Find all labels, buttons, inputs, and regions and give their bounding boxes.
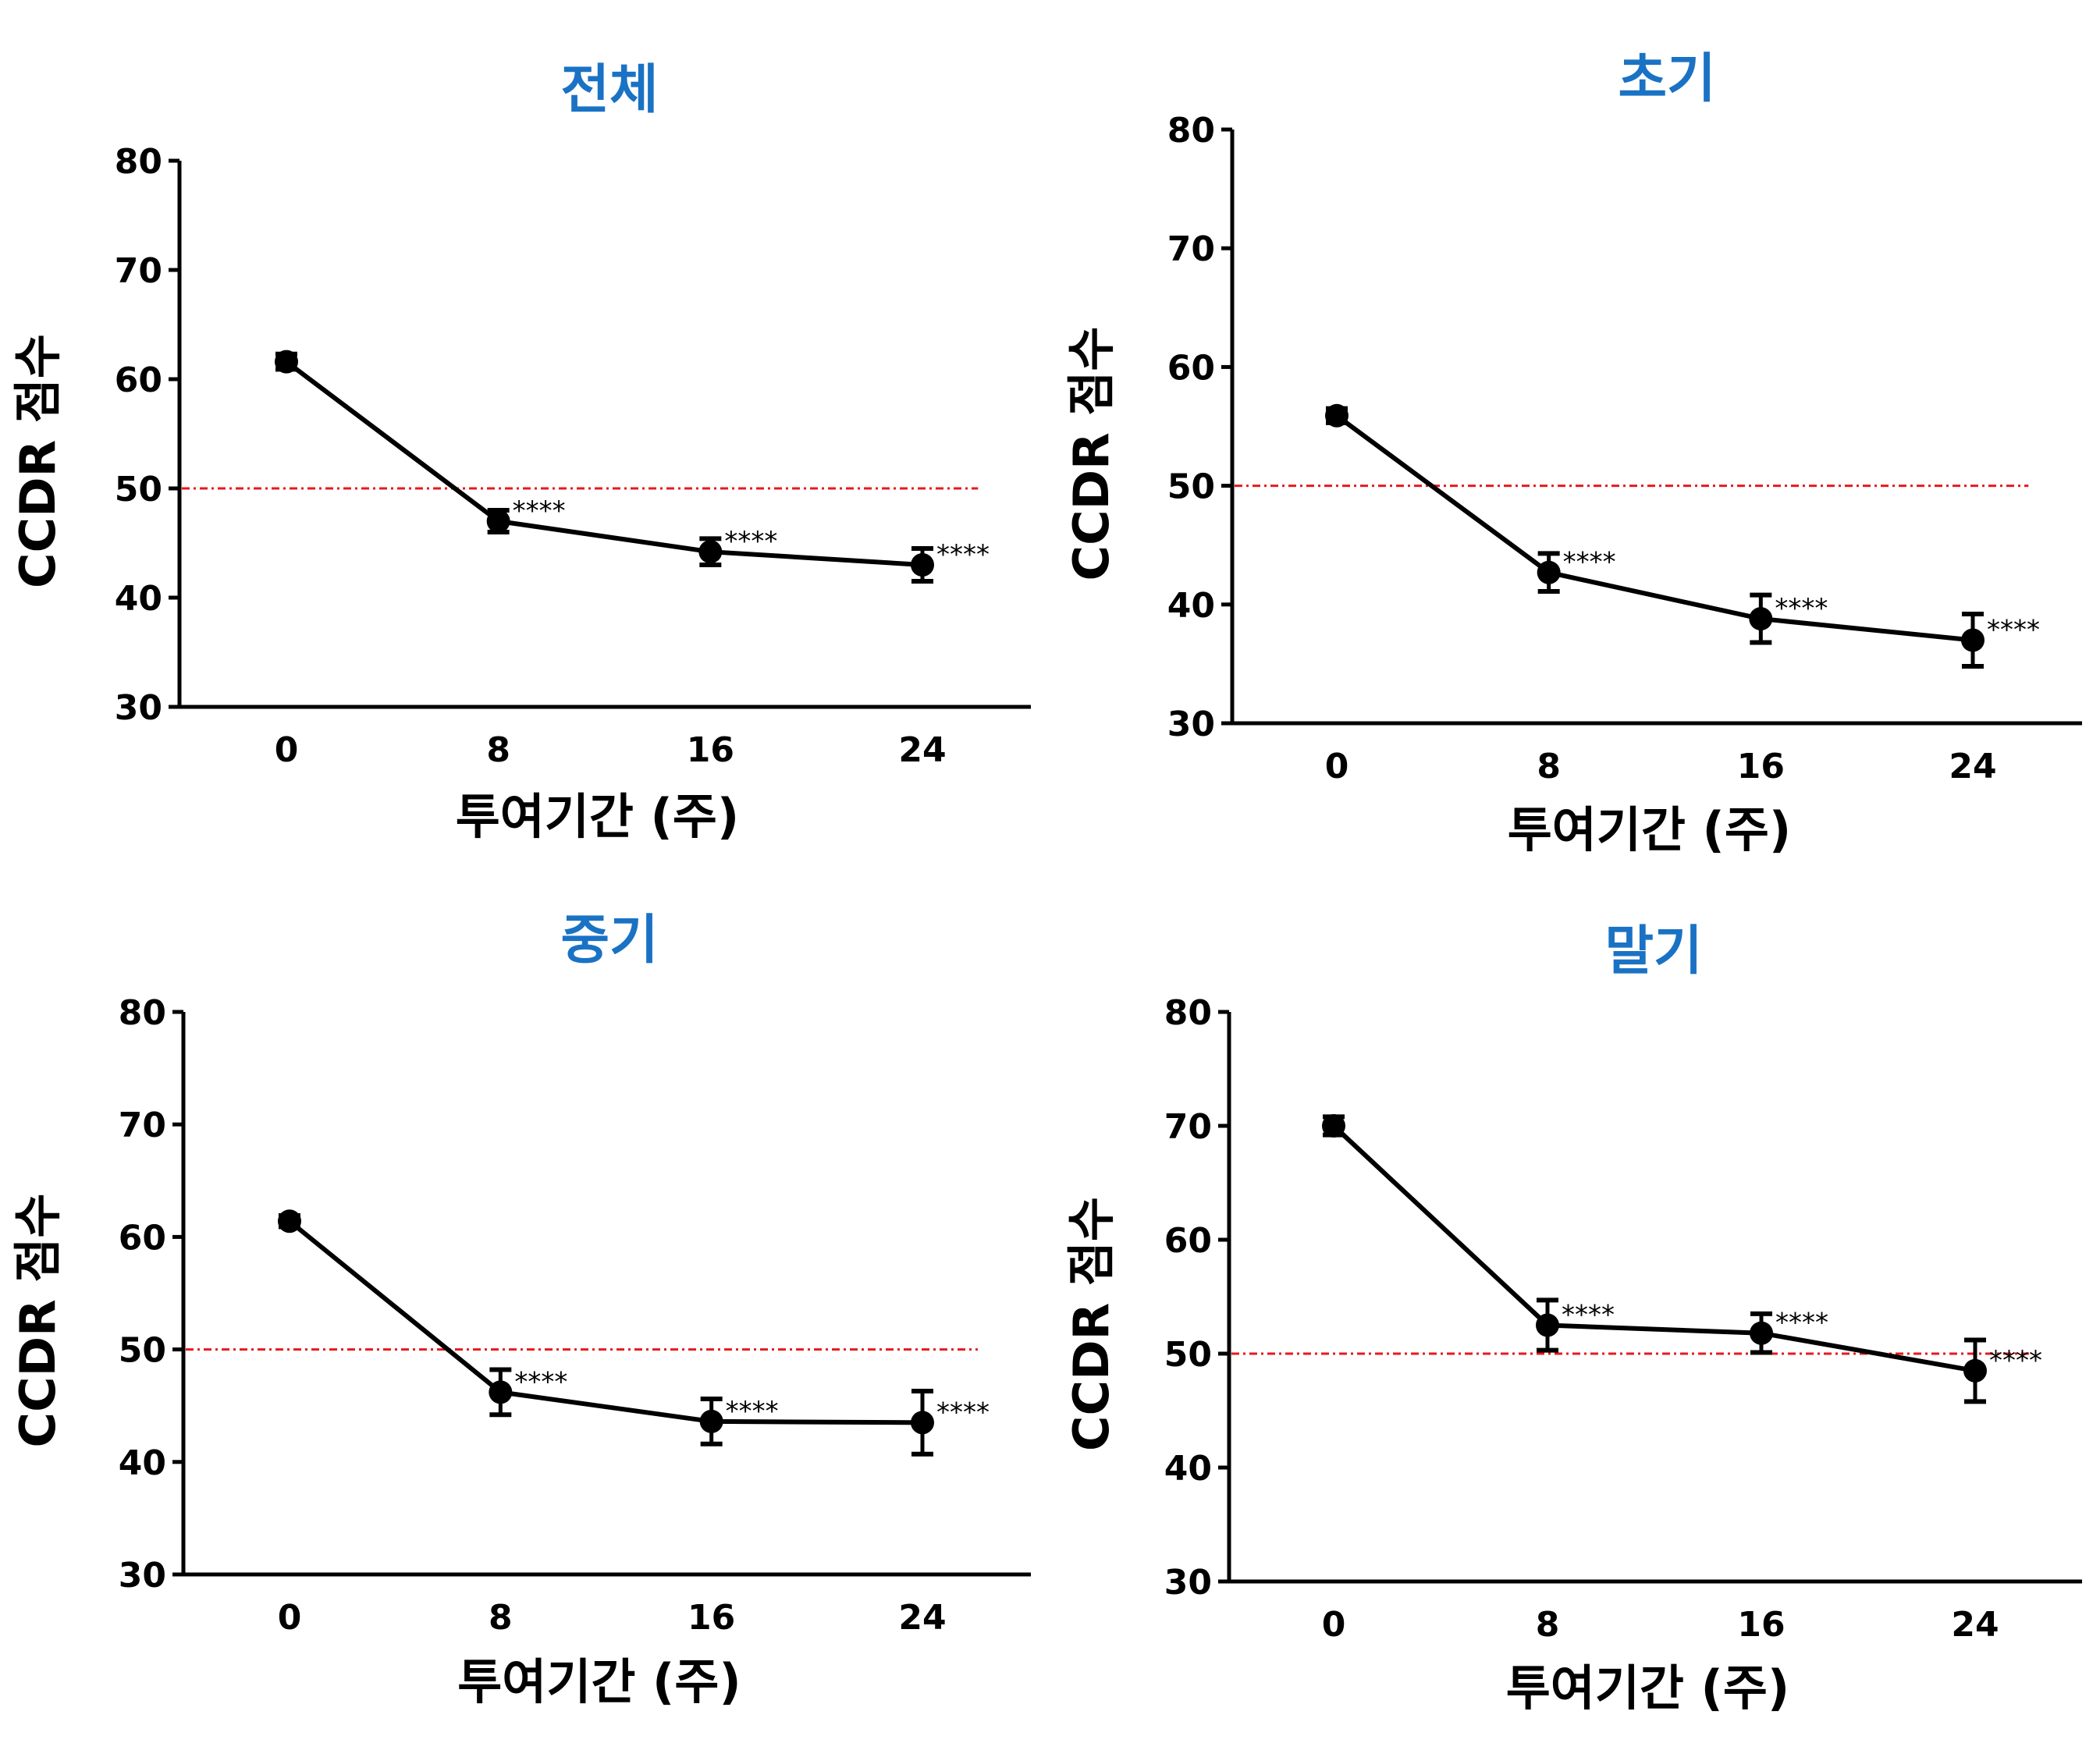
significance-label: **** (726, 1396, 779, 1427)
y-tick-label: 50 (1167, 467, 1215, 507)
y-axis-label: CCDR 점수 (9, 334, 66, 588)
data-point (1325, 403, 1348, 428)
data-point (698, 540, 723, 564)
y-tick-label: 80 (1164, 993, 1212, 1033)
y-tick-label: 40 (1167, 586, 1215, 626)
x-tick-label: 16 (1737, 747, 1785, 786)
data-point (1322, 1114, 1345, 1138)
chart-panel-3: 중기 30 40 50 60 70 80 0 8 16 24 투여기간 (주) CCDR 점수 **** *… (9, 910, 1031, 1710)
chart-title: 말기 (1604, 921, 1702, 982)
x-axis-label: 투여기간 (주) (456, 788, 739, 845)
y-tick-label: 60 (115, 360, 162, 400)
series-line (285, 360, 923, 567)
x-tick-label: 24 (898, 730, 946, 770)
x-tick-label: 24 (1951, 1605, 1999, 1645)
x-tick-label: 8 (1536, 1605, 1560, 1645)
data-point (1963, 1358, 1987, 1383)
y-axis-label: CCDR 점수 (9, 1194, 66, 1448)
chart-title: 중기 (560, 910, 658, 971)
data-point (486, 509, 510, 533)
x-tick-label: 16 (1737, 1605, 1785, 1645)
significance-label: **** (1775, 1308, 1828, 1339)
significance-label: **** (1775, 593, 1828, 624)
series-line (1335, 414, 1974, 643)
y-axis-label: CCDR 점수 (1063, 327, 1120, 581)
y-tick-label: 40 (119, 1443, 166, 1483)
y-tick-label: 40 (115, 579, 162, 619)
significance-label: **** (513, 495, 566, 527)
significance-label: **** (1989, 1345, 2042, 1376)
data-point (911, 1411, 934, 1435)
y-tick-label: 50 (119, 1331, 166, 1371)
x-tick-label: 16 (687, 730, 734, 770)
data-point (911, 553, 934, 577)
significance-label: **** (936, 539, 990, 570)
significance-label: **** (1562, 1300, 1615, 1331)
data-point (1749, 607, 1773, 631)
y-tick-label: 70 (119, 1106, 166, 1145)
significance-label: **** (724, 526, 777, 557)
y-tick-label: 70 (115, 251, 162, 291)
y-tick-label: 70 (1167, 229, 1215, 269)
x-tick-label: 24 (1949, 747, 1996, 786)
y-tick-label: 60 (119, 1218, 166, 1258)
data-point (1537, 560, 1561, 584)
x-tick-label: 0 (1322, 1605, 1346, 1645)
y-tick-label: 60 (1167, 348, 1215, 388)
y-axis-label: CCDR 점수 (1063, 1197, 1120, 1451)
significance-label: **** (514, 1366, 567, 1397)
y-tick-label: 40 (1164, 1449, 1212, 1489)
y-tick-label: 30 (119, 1556, 166, 1596)
x-tick-label: 16 (688, 1598, 735, 1638)
x-tick-label: 8 (486, 730, 510, 770)
y-tick-label: 60 (1164, 1221, 1212, 1261)
y-tick-label: 50 (1164, 1335, 1212, 1375)
x-tick-label: 8 (489, 1598, 513, 1638)
series-line (288, 1219, 923, 1425)
x-axis-label: 투여기간 (주) (457, 1653, 741, 1710)
y-tick-label: 30 (1167, 705, 1215, 744)
x-tick-label: 24 (898, 1598, 946, 1638)
data-point (1536, 1313, 1559, 1337)
data-point (489, 1380, 513, 1404)
series-line (1331, 1123, 1976, 1373)
chart-panel-1: 전체 30 40 50 60 70 80 0 8 16 24 투여기간 (주) CCDR 점수 **** *… (9, 59, 1031, 845)
x-tick-label: 0 (278, 1598, 302, 1638)
data-point (1750, 1321, 1773, 1345)
chart-title: 초기 (1618, 48, 1715, 110)
chart-title: 전체 (560, 59, 658, 121)
y-tick-label: 50 (115, 470, 162, 509)
x-tick-label: 0 (275, 730, 299, 770)
x-axis-label: 투여기간 (주) (1508, 801, 1791, 858)
y-tick-label: 80 (115, 142, 162, 182)
x-axis-label: 투여기간 (주) (1506, 1659, 1789, 1716)
x-tick-label: 0 (1325, 747, 1349, 786)
significance-label: **** (936, 1397, 990, 1428)
y-tick-label: 80 (1167, 111, 1215, 151)
significance-label: **** (1987, 614, 2040, 645)
significance-label: **** (1563, 547, 1616, 578)
y-tick-label: 30 (1164, 1563, 1212, 1603)
y-tick-label: 70 (1164, 1107, 1212, 1147)
chart-panel-2: 초기 30 40 50 60 70 80 0 8 16 24 투여기간 (주) CCDR 점수 **** *… (1063, 48, 2082, 858)
data-point (275, 350, 298, 374)
data-point (278, 1209, 301, 1234)
chart-panel-4: 말기 30 40 50 60 70 80 0 8 16 24 투여기간 (주) CCDR 점수 **** *… (1063, 921, 2082, 1716)
data-point (1961, 628, 1985, 652)
data-point (699, 1409, 723, 1433)
y-tick-label: 80 (119, 993, 166, 1033)
y-tick-label: 30 (115, 688, 162, 728)
x-tick-label: 8 (1537, 747, 1561, 786)
